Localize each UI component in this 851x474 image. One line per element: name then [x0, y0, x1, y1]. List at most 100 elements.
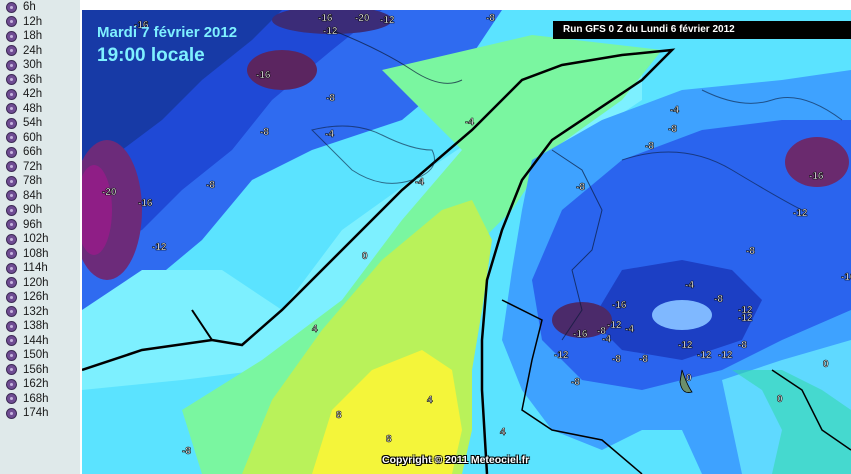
- hour-option[interactable]: 114h: [0, 261, 80, 276]
- radio-bullet-icon[interactable]: [6, 219, 17, 231]
- radio-bullet-icon[interactable]: [6, 190, 17, 202]
- temperature-label: -4: [670, 105, 679, 116]
- temperature-label: -8: [746, 246, 755, 257]
- temperature-label: 0: [686, 373, 692, 384]
- radio-bullet-icon[interactable]: [6, 132, 17, 144]
- temperature-label: -8: [260, 127, 269, 138]
- temperature-label: -12: [738, 313, 753, 324]
- temperature-map: -16 -16 -20 -12 -12 -8 -16 -8 -4 -4 -8 -4 -8 -20 -16 -1…: [82, 10, 851, 474]
- hour-option[interactable]: 138h: [0, 319, 80, 334]
- temperature-label: -8: [182, 446, 191, 457]
- hour-option[interactable]: 36h: [0, 73, 80, 88]
- radio-bullet-icon[interactable]: [6, 407, 17, 419]
- hour-option[interactable]: 12h: [0, 15, 80, 30]
- hour-option[interactable]: 102h: [0, 232, 80, 247]
- temperature-label: 8: [386, 434, 392, 445]
- temperature-label: -12: [380, 15, 395, 26]
- hour-label: 90h: [23, 204, 43, 217]
- radio-bullet-icon[interactable]: [6, 16, 17, 28]
- radio-bullet-icon[interactable]: [6, 364, 17, 376]
- hour-option[interactable]: 66h: [0, 145, 80, 160]
- temperature-label: -16: [809, 171, 824, 182]
- hour-label: 108h: [23, 247, 49, 260]
- radio-bullet-icon[interactable]: [6, 204, 17, 216]
- forecast-hour-list: 6h 12h 18h 24h 30h 36h 42h 48h 54h 60h 66h 72h 78h 84…: [0, 0, 80, 474]
- radio-bullet-icon[interactable]: [6, 117, 17, 129]
- radio-bullet-icon[interactable]: [6, 320, 17, 332]
- temperature-label: 0: [823, 359, 829, 370]
- hour-option[interactable]: 96h: [0, 218, 80, 233]
- hour-option[interactable]: 72h: [0, 160, 80, 175]
- hour-option[interactable]: 18h: [0, 29, 80, 44]
- temperature-label: -8: [571, 377, 580, 388]
- temperature-field: -16-16 -20 -12-12-8-16-8-4-4-8-4-8-20-16-1…: [82, 10, 851, 474]
- hour-option[interactable]: 132h: [0, 305, 80, 320]
- temperature-label: -12: [793, 208, 808, 219]
- temperature-label: -4: [465, 117, 474, 128]
- hour-option[interactable]: 6h: [0, 0, 80, 15]
- hour-option[interactable]: 108h: [0, 247, 80, 262]
- radio-bullet-icon[interactable]: [6, 393, 17, 405]
- radio-bullet-icon[interactable]: [6, 349, 17, 361]
- temperature-label: 4: [427, 395, 433, 406]
- hour-label: 36h: [23, 73, 43, 86]
- radio-bullet-icon[interactable]: [6, 277, 17, 289]
- map-date-title: Mardi 7 février 2012: [97, 24, 238, 41]
- temperature-label: -8: [714, 294, 723, 305]
- temperature-label: -4: [625, 324, 634, 335]
- hour-label: 162h: [23, 378, 49, 391]
- radio-bullet-icon[interactable]: [6, 306, 17, 318]
- hour-option[interactable]: 78h: [0, 174, 80, 189]
- temperature-label: -12: [152, 242, 167, 253]
- radio-bullet-icon[interactable]: [6, 103, 17, 115]
- radio-bullet-icon[interactable]: [6, 59, 17, 71]
- hour-option[interactable]: 54h: [0, 116, 80, 131]
- radio-bullet-icon[interactable]: [6, 45, 17, 57]
- temperature-label: -12: [697, 350, 712, 361]
- hour-option[interactable]: 84h: [0, 189, 80, 204]
- hour-option[interactable]: 150h: [0, 348, 80, 363]
- radio-bullet-icon[interactable]: [6, 175, 17, 187]
- radio-bullet-icon[interactable]: [6, 146, 17, 158]
- radio-bullet-icon[interactable]: [6, 378, 17, 390]
- temperature-label: -8: [639, 354, 648, 365]
- temperature-label: -16: [256, 70, 271, 81]
- radio-bullet-icon[interactable]: [6, 262, 17, 274]
- hour-option[interactable]: 120h: [0, 276, 80, 291]
- hour-option[interactable]: 24h: [0, 44, 80, 59]
- hour-label: 132h: [23, 305, 49, 318]
- radio-bullet-icon[interactable]: [6, 335, 17, 347]
- hour-option[interactable]: 42h: [0, 87, 80, 102]
- hour-option[interactable]: 174h: [0, 406, 80, 421]
- temperature-label: 0: [777, 394, 783, 405]
- hour-label: 114h: [23, 262, 48, 275]
- hour-option[interactable]: 168h: [0, 392, 80, 407]
- hour-option[interactable]: 30h: [0, 58, 80, 73]
- radio-bullet-icon[interactable]: [6, 248, 17, 260]
- hour-option[interactable]: 144h: [0, 334, 80, 349]
- hour-label: 156h: [23, 363, 49, 376]
- hour-option[interactable]: 60h: [0, 131, 80, 146]
- radio-bullet-icon[interactable]: [6, 291, 17, 303]
- hour-option[interactable]: 90h: [0, 203, 80, 218]
- radio-bullet-icon[interactable]: [6, 233, 17, 245]
- hour-option[interactable]: 126h: [0, 290, 80, 305]
- temperature-label: -12: [607, 320, 622, 331]
- hour-option[interactable]: 162h: [0, 377, 80, 392]
- temperature-label: 4: [500, 427, 506, 438]
- hour-option[interactable]: 156h: [0, 363, 80, 378]
- hour-label: 138h: [23, 320, 49, 333]
- radio-bullet-icon[interactable]: [6, 74, 17, 86]
- radio-bullet-icon[interactable]: [6, 30, 17, 42]
- hour-label: 6h: [23, 1, 36, 14]
- temperature-label: -8: [206, 180, 215, 191]
- temperature-label: -8: [668, 124, 677, 135]
- hour-option[interactable]: 48h: [0, 102, 80, 117]
- temperature-label: -12: [718, 350, 733, 361]
- temperature-label: -12: [323, 26, 338, 37]
- radio-bullet-icon[interactable]: [6, 1, 17, 13]
- run-banner: Run GFS 0 Z du Lundi 6 février 2012: [553, 21, 851, 39]
- radio-bullet-icon[interactable]: [6, 161, 17, 173]
- radio-bullet-icon[interactable]: [6, 88, 17, 100]
- map-time-title: 19:00 locale: [97, 45, 205, 66]
